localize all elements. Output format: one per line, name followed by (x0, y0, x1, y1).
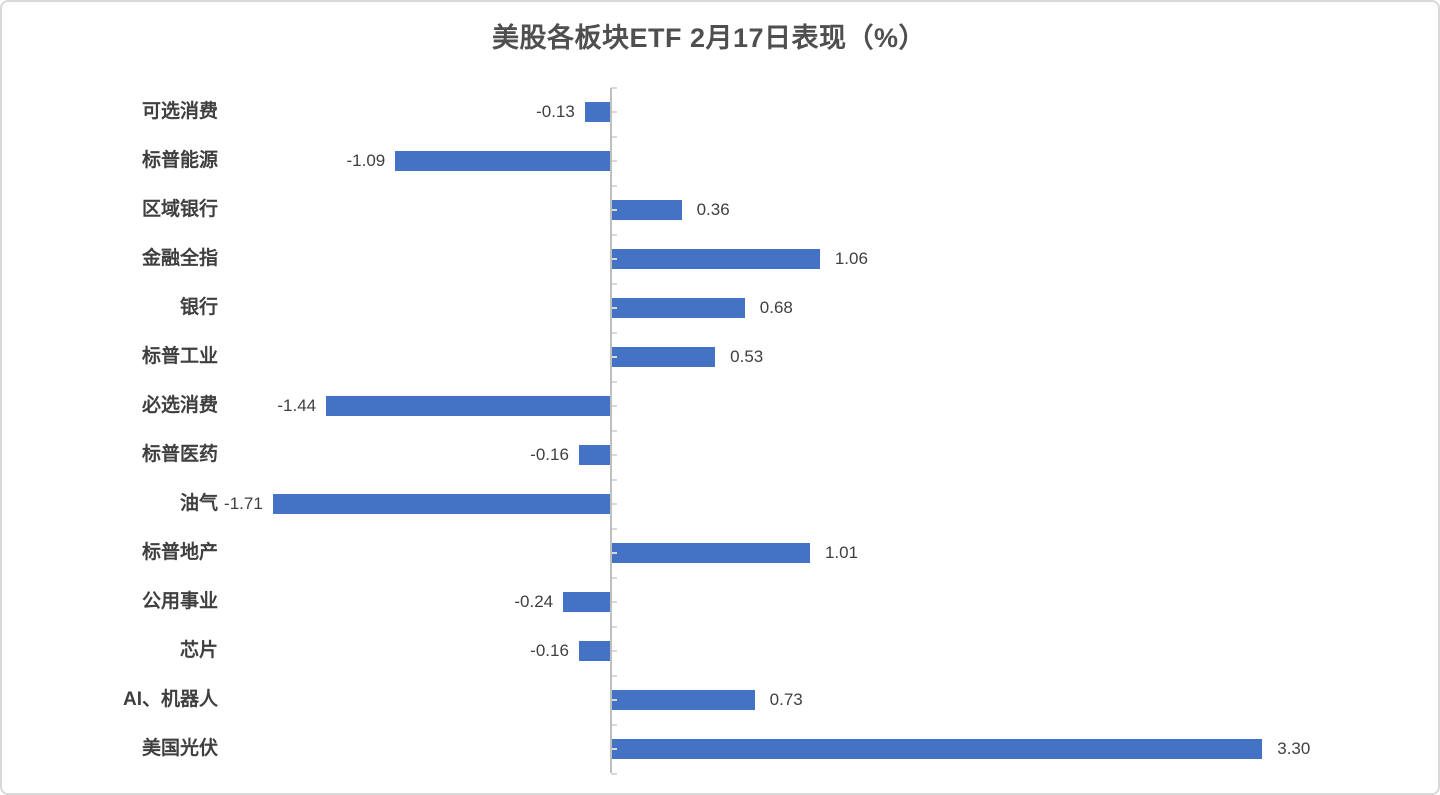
category-label: 美国光伏 (141, 738, 218, 759)
value-label: -0.13 (536, 102, 575, 122)
bar (610, 739, 1263, 759)
axis-tick (610, 429, 617, 432)
axis-tick (610, 699, 617, 702)
value-label: -1.09 (346, 151, 386, 171)
axis-tick (610, 184, 617, 187)
category-label: 可选消费 (141, 101, 218, 123)
axis-tick (610, 625, 617, 628)
axis-tick (610, 405, 617, 408)
bar (563, 592, 611, 613)
axis-tick (610, 331, 617, 334)
axis-tick (610, 135, 617, 138)
value-label: -0.16 (530, 445, 569, 465)
category-label: 标普能源 (141, 150, 218, 172)
axis-tick (610, 723, 617, 726)
category-label: 必选消费 (141, 395, 218, 417)
category-label: 公用事业 (141, 591, 218, 613)
axis-tick (610, 503, 617, 506)
bar (326, 396, 611, 417)
category-label: 区域银行 (141, 199, 218, 221)
value-label: 3.30 (1277, 739, 1311, 758)
bar (610, 347, 716, 368)
axis-tick (610, 650, 617, 653)
value-label: 0.36 (696, 200, 730, 220)
bar (584, 102, 611, 123)
bar (610, 690, 755, 711)
axis-tick (610, 209, 617, 212)
value-label: -0.16 (530, 641, 569, 661)
category-label: 标普地产 (141, 542, 218, 564)
axis-tick (610, 380, 617, 383)
bar (578, 445, 611, 466)
axis-tick (610, 86, 617, 89)
axis-tick (610, 282, 617, 285)
value-label: -0.24 (514, 592, 554, 612)
value-label: 0.68 (759, 298, 793, 318)
axis-tick (610, 601, 617, 604)
value-label: 0.73 (769, 690, 803, 710)
axis-tick (610, 478, 617, 481)
axis-tick (610, 111, 617, 114)
axis-tick (610, 307, 617, 310)
axis-tick (610, 576, 617, 579)
axis-tick (610, 748, 617, 750)
bar (272, 494, 611, 515)
value-label: -1.71 (224, 494, 263, 514)
axis-tick (610, 160, 617, 163)
value-label: 1.01 (824, 543, 859, 563)
category-label: 金融全指 (141, 248, 218, 270)
bar (610, 249, 820, 270)
axis-tick (610, 772, 617, 775)
axis-tick (610, 454, 617, 457)
bar (610, 298, 745, 319)
axis-tick (610, 258, 617, 261)
category-label: 标普工业 (141, 346, 218, 368)
axis-tick (610, 356, 617, 359)
category-label: 标普医药 (141, 444, 218, 466)
value-label: -1.44 (277, 396, 317, 416)
value-axis-zero-line (609, 87, 612, 774)
bar (610, 543, 810, 564)
value-label: 0.53 (730, 347, 764, 367)
axis-tick (610, 552, 617, 555)
category-label: 银行 (179, 297, 218, 319)
axis-tick (610, 527, 617, 530)
category-label: AI、机器人 (122, 689, 218, 711)
category-label: 芯片 (179, 640, 218, 662)
chart-title: 美股各板块ETF 2月17日表现（%） (491, 23, 927, 53)
value-label: 1.06 (834, 249, 868, 269)
axis-tick (610, 233, 617, 236)
axis-tick (610, 674, 617, 677)
bar (610, 200, 682, 221)
category-label: 油气 (179, 493, 218, 515)
bar (578, 641, 611, 662)
bar (395, 151, 611, 172)
